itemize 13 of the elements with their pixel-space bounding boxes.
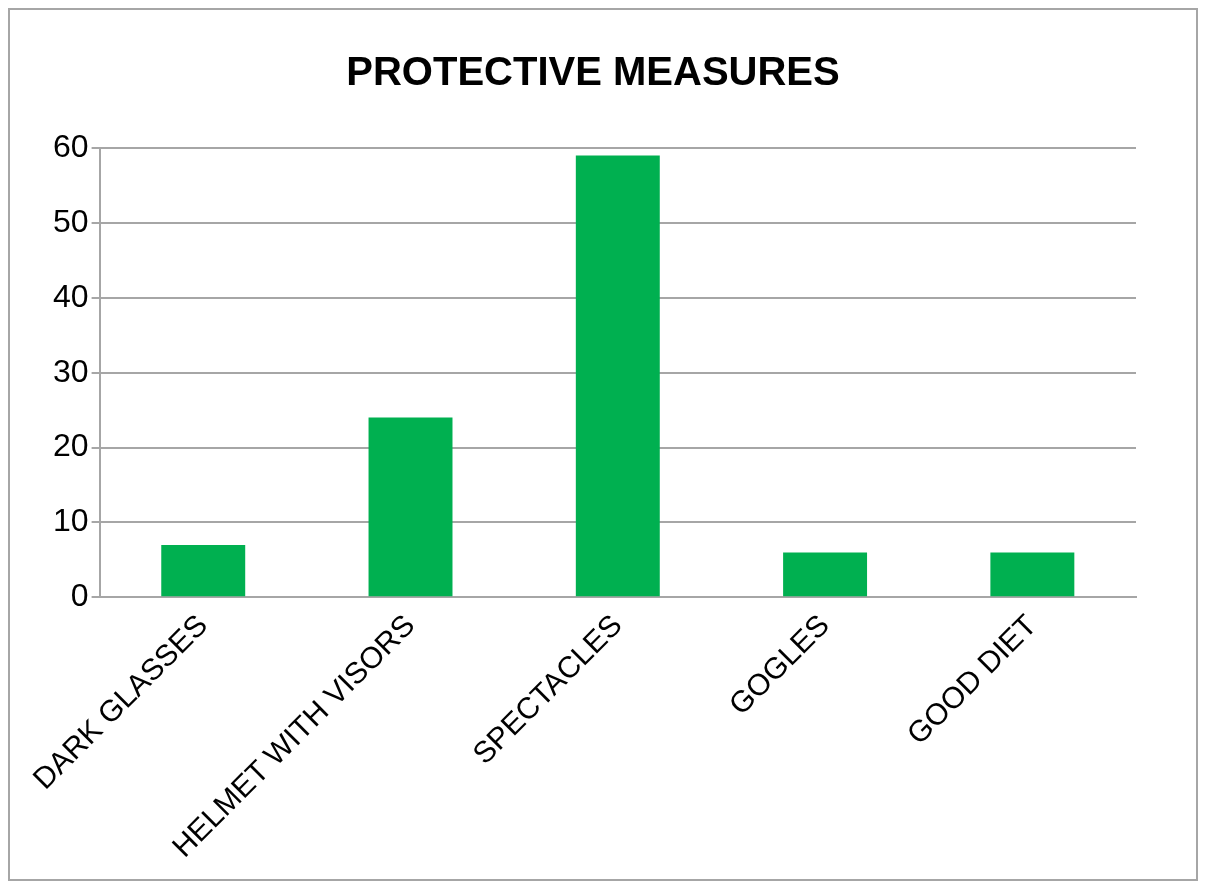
bar [161,544,246,597]
y-tick-label: 0 [70,577,89,614]
y-tick-label: 50 [53,202,89,239]
bar [783,552,868,597]
bar [990,552,1075,597]
y-tick-label: 40 [53,277,89,314]
bar [368,417,453,597]
y-tick-label: 30 [53,352,89,389]
y-tick-label: 10 [53,502,89,539]
y-tick-label: 20 [53,427,89,464]
y-tick-label: 60 [53,127,89,164]
chart-title: PROTECTIVE MEASURES [346,49,840,94]
bar [575,155,660,597]
